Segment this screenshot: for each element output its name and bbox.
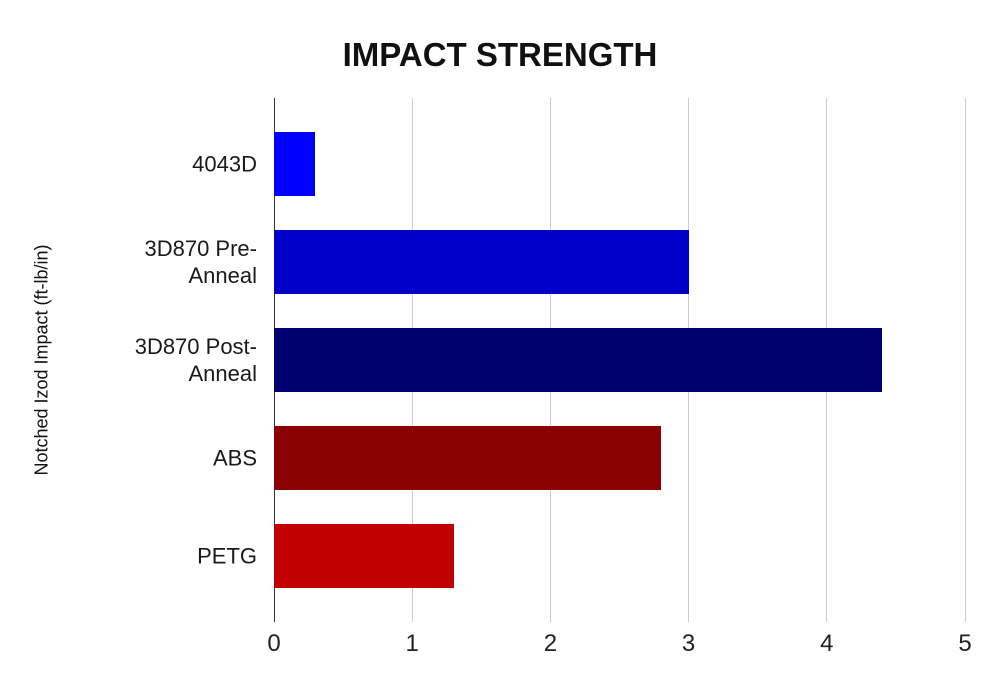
category-label: 4043D xyxy=(192,151,257,177)
category-label: 3D870 Post-Anneal xyxy=(134,334,257,386)
bar-row: 3D870 Post-Anneal xyxy=(135,328,965,392)
bar-rows: 4043D 3D870 Pre-Anneal 3D870 Post-Anneal AB… xyxy=(135,98,965,622)
x-tick-label: 0 xyxy=(267,630,281,657)
category-label: PETG xyxy=(197,543,257,569)
chart-title: IMPACT STRENGTH xyxy=(342,36,658,73)
category-label: ABS xyxy=(212,445,257,471)
x-tick-label: 3 xyxy=(681,630,696,657)
x-axis-ticks: 0 1 2 3 4 5 xyxy=(267,622,971,667)
category-label: 3D870 Pre-Anneal xyxy=(144,236,257,288)
bar-row: 3D870 Pre-Anneal xyxy=(144,230,965,294)
plot-area: 4043D 3D870 Pre-Anneal 3D870 Post-Anneal AB… xyxy=(135,98,966,622)
bar-petg xyxy=(274,524,454,588)
x-tick-label: 4 xyxy=(820,630,834,657)
x-tick-label: 1 xyxy=(405,630,419,657)
bar-3d870-pre-anneal xyxy=(274,230,689,294)
x-tick-label: 5 xyxy=(958,630,972,657)
gridline-5 xyxy=(964,98,966,622)
y-axis-title: Notched Izod Impact (ft-lb/in) xyxy=(31,244,52,476)
bar-row: PETG xyxy=(197,524,965,588)
bar-row: 4043D xyxy=(192,132,965,196)
bar-3d870-post-anneal xyxy=(274,328,883,392)
bar-4043d xyxy=(274,132,316,196)
x-tick-label: 2 xyxy=(543,630,558,657)
bar-abs xyxy=(274,426,661,490)
bar-row: ABS xyxy=(213,426,965,490)
